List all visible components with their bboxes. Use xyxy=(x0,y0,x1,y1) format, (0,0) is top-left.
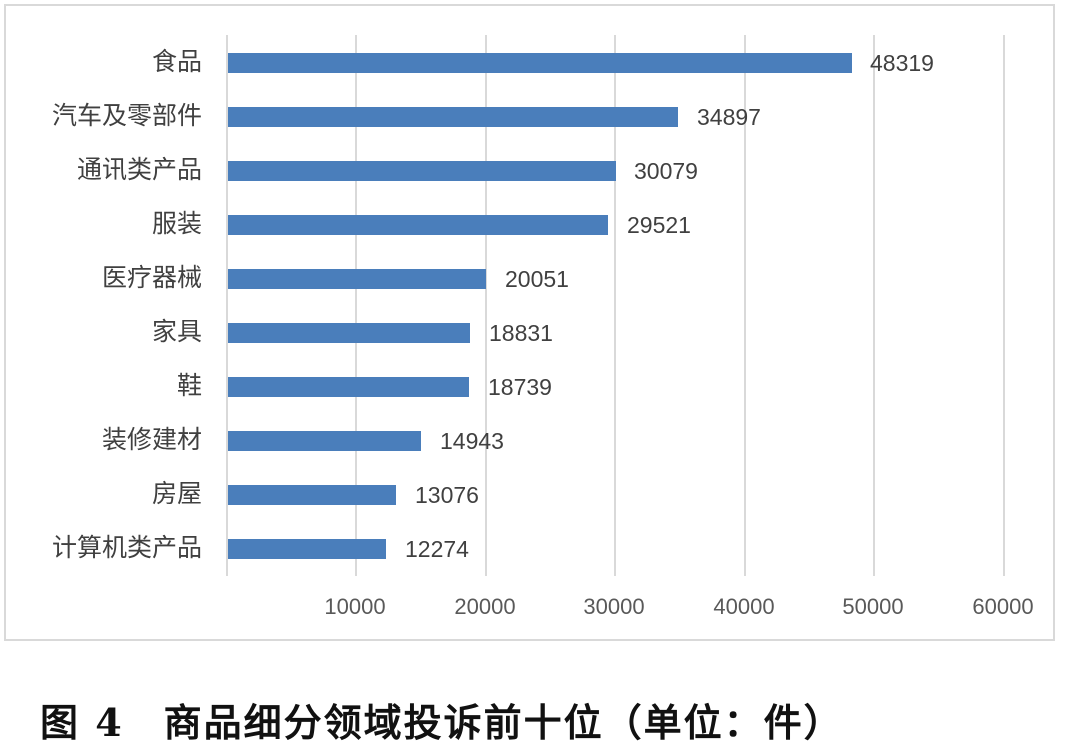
data-label: 18739 xyxy=(488,374,552,400)
figure-caption: 图 4 商品细分领域投诉前十位（单位：件） xyxy=(40,692,844,747)
figure-number: 图 4 xyxy=(40,700,124,745)
bar-decoration-materials xyxy=(228,431,421,451)
bar-housing xyxy=(228,485,396,505)
bar-shoes xyxy=(228,377,469,397)
gridline-20000 xyxy=(485,35,487,576)
x-tick-label: 20000 xyxy=(454,594,516,619)
bar-food xyxy=(228,53,852,73)
data-label: 29521 xyxy=(627,212,691,238)
gridline-30000 xyxy=(614,35,616,576)
data-label: 48319 xyxy=(870,50,934,76)
category-label: 鞋 xyxy=(176,371,202,400)
category-label: 家具 xyxy=(151,317,202,346)
data-label: 14943 xyxy=(440,428,504,454)
bar-computer-products xyxy=(228,539,386,559)
data-label: 20051 xyxy=(505,266,569,292)
category-label: 汽车及零部件 xyxy=(51,101,202,130)
x-tick-label: 50000 xyxy=(842,594,904,619)
x-tick-label: 60000 xyxy=(972,594,1034,619)
bar-furniture xyxy=(228,323,470,343)
data-label: 30079 xyxy=(634,158,698,184)
category-label: 通讯类产品 xyxy=(76,155,202,184)
gridline-60000 xyxy=(1003,35,1005,576)
category-label: 装修建材 xyxy=(101,425,202,454)
bar-clothing xyxy=(228,215,608,235)
data-label: 18831 xyxy=(489,320,553,346)
data-label: 13076 xyxy=(415,482,479,508)
category-label: 房屋 xyxy=(151,479,202,508)
bar-telecom-products xyxy=(228,161,616,181)
category-label: 食品 xyxy=(151,47,202,76)
axis-line-y xyxy=(226,35,228,576)
x-tick-label: 40000 xyxy=(713,594,775,619)
bar-auto-parts xyxy=(228,107,678,127)
gridline-10000 xyxy=(355,35,357,576)
x-tick-label: 30000 xyxy=(583,594,645,619)
x-tick-label: 10000 xyxy=(324,594,386,619)
figure-title: 商品细分领域投诉前十位（单位：件） xyxy=(163,700,844,745)
bar-medical-devices xyxy=(228,269,486,289)
gridline-50000 xyxy=(873,35,875,576)
category-label: 医疗器械 xyxy=(101,263,202,292)
data-label: 12274 xyxy=(405,536,469,562)
category-label: 服装 xyxy=(151,209,202,238)
gridline-40000 xyxy=(744,35,746,576)
category-label: 计算机类产品 xyxy=(51,533,202,562)
data-label: 34897 xyxy=(697,104,761,130)
